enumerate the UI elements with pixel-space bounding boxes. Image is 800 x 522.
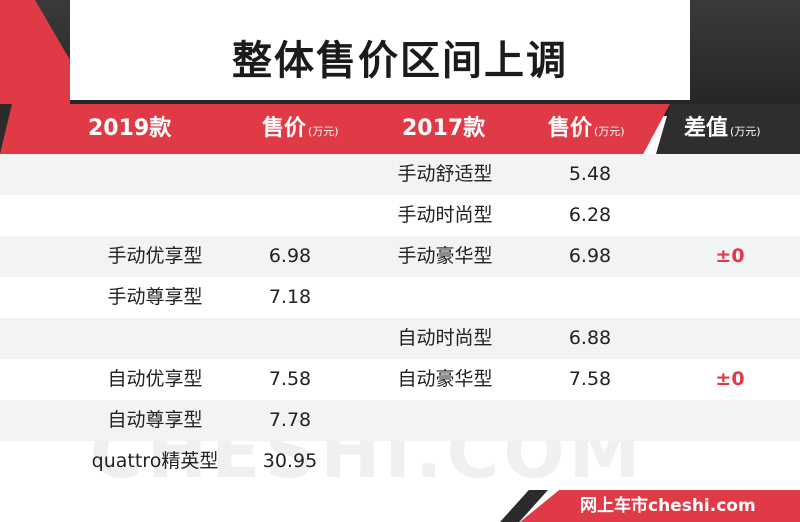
table-row: 手动尊享型 7.18 xyxy=(0,277,800,318)
cell-2019-price: 7.18 xyxy=(268,286,312,308)
cell-2017-model: 手动豪华型 xyxy=(397,245,493,267)
footer-band xyxy=(520,490,800,522)
header-2017-model: 2017款 xyxy=(402,116,486,141)
cell-2019-price: 7.58 xyxy=(268,368,312,390)
cell-2017-price: 7.58 xyxy=(568,368,612,390)
header-diff-band xyxy=(656,104,800,154)
header-2019-model: 2019款 xyxy=(88,116,172,141)
cell-diff xyxy=(670,154,790,195)
cell-diff xyxy=(670,277,790,318)
cell-2017-model: 自动时尚型 xyxy=(397,327,493,349)
cell-2019-price xyxy=(240,195,340,236)
cell-2017-price: 6.28 xyxy=(568,204,612,226)
header-diff: 差值 (万元) xyxy=(684,116,761,141)
page-title: 整体售价区间上调 xyxy=(232,38,568,84)
cell-diff: ±0 xyxy=(715,245,745,267)
cell-diff xyxy=(670,400,790,441)
cell-2019-model: 手动尊享型 xyxy=(107,286,203,308)
cell-diff xyxy=(670,195,790,236)
cell-2017-price: 5.48 xyxy=(568,163,612,185)
cell-2017-model: 自动豪华型 xyxy=(397,368,493,390)
cell-2019-price: 6.98 xyxy=(268,245,312,267)
cell-diff xyxy=(670,318,790,359)
cell-2017-price: 6.98 xyxy=(568,245,612,267)
cell-2017-price: 6.88 xyxy=(568,327,612,349)
cell-2017-price xyxy=(540,441,640,482)
price-table: 手动舒适型 5.48 手动时尚型 6.28 手动优享型 6.98 手动豪华型 6… xyxy=(0,154,800,482)
cell-2019-model: 手动优享型 xyxy=(107,245,203,267)
title-card xyxy=(70,0,690,100)
header-2017-price: 售价 (万元) xyxy=(548,116,625,141)
cell-2017-price xyxy=(540,277,640,318)
table-row: quattro精英型 30.95 xyxy=(0,441,800,482)
cell-2019-model xyxy=(60,154,250,195)
header-2019-price: 售价 (万元) xyxy=(262,116,339,141)
table-row: 手动时尚型 6.28 xyxy=(0,195,800,236)
cell-2017-model xyxy=(350,441,540,482)
cell-2019-model xyxy=(60,318,250,359)
header-red-band xyxy=(0,104,670,154)
cell-2017-model: 手动时尚型 xyxy=(397,204,493,226)
cell-diff xyxy=(670,441,790,482)
footer-site-label: 网上车市cheshi.com xyxy=(580,496,756,516)
cell-2019-price: 30.95 xyxy=(262,450,318,472)
table-row: 自动尊享型 7.78 xyxy=(0,400,800,441)
cell-diff: ±0 xyxy=(715,368,745,390)
cell-2019-model xyxy=(60,195,250,236)
table-row: 手动优享型 6.98 手动豪华型 6.98 ±0 xyxy=(0,236,800,277)
cell-2019-price xyxy=(240,318,340,359)
cell-2019-price: 7.78 xyxy=(268,409,312,431)
cell-2019-price xyxy=(240,154,340,195)
cell-2017-model: 手动舒适型 xyxy=(397,163,493,185)
table-row: 自动时尚型 6.88 xyxy=(0,318,800,359)
table-row: 手动舒适型 5.48 xyxy=(0,154,800,195)
cell-2019-model: 自动尊享型 xyxy=(107,409,203,431)
table-header: 2019款 售价 (万元) 2017款 售价 (万元) 差值 (万元) xyxy=(0,104,800,154)
cell-2017-model xyxy=(350,400,540,441)
cell-2017-price xyxy=(540,400,640,441)
cell-2019-model: 自动优享型 xyxy=(107,368,203,390)
cell-2017-model xyxy=(350,277,540,318)
table-row: 自动优享型 7.58 自动豪华型 7.58 ±0 xyxy=(0,359,800,400)
cell-2019-model: quattro精英型 xyxy=(91,450,219,472)
